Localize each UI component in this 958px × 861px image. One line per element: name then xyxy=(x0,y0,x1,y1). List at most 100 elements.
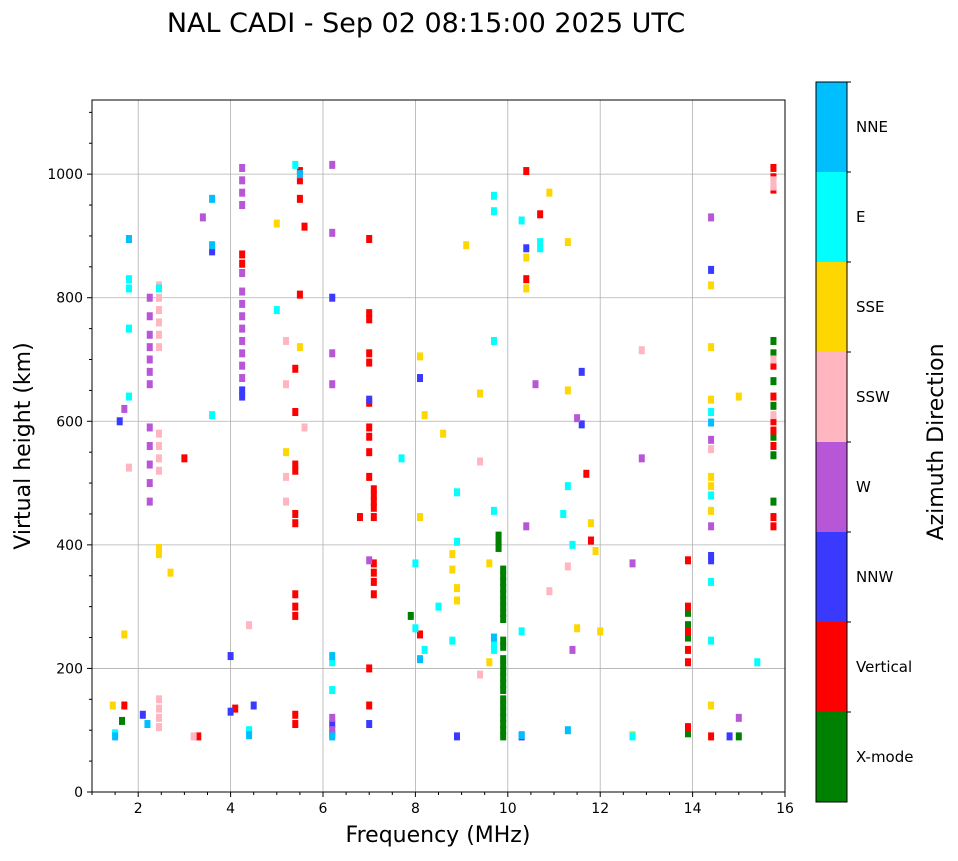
echo-point xyxy=(490,336,497,345)
echo-point xyxy=(125,324,132,333)
echo-point xyxy=(684,608,691,617)
echo-point xyxy=(125,275,132,284)
echo-point xyxy=(296,194,303,203)
echo-point xyxy=(366,235,373,244)
echo-point xyxy=(155,723,162,732)
echo-point xyxy=(523,244,530,253)
echo-point xyxy=(292,364,299,373)
echo-point xyxy=(417,655,424,664)
echo-point xyxy=(412,624,419,633)
colorbar-label: Azimuth Direction xyxy=(924,343,949,540)
echo-point xyxy=(770,182,777,191)
echo-point xyxy=(329,349,336,358)
echo-point xyxy=(112,732,119,741)
echo-point xyxy=(283,336,290,345)
echo-point xyxy=(495,537,502,546)
echo-point xyxy=(155,704,162,713)
echo-point xyxy=(500,642,507,651)
echo-point xyxy=(421,645,428,654)
echo-point xyxy=(190,732,197,741)
echo-point xyxy=(356,513,363,522)
echo-point xyxy=(629,559,636,568)
colorbar-segment xyxy=(816,172,847,262)
echo-point xyxy=(500,707,507,716)
echo-point xyxy=(155,293,162,302)
echo-point xyxy=(770,355,777,364)
echo-point xyxy=(125,392,132,401)
echo-point xyxy=(569,645,576,654)
echo-point xyxy=(684,729,691,738)
echo-point xyxy=(708,482,715,491)
echo-point xyxy=(292,160,299,169)
x-tick-label: 6 xyxy=(319,801,328,817)
echo-point xyxy=(239,374,246,383)
echo-point xyxy=(500,596,507,605)
echo-point xyxy=(370,559,377,568)
echo-point xyxy=(735,713,742,722)
echo-point xyxy=(500,602,507,611)
x-tick-label: 8 xyxy=(411,801,420,817)
echo-point xyxy=(500,720,507,729)
echo-point xyxy=(209,241,216,250)
echo-point xyxy=(366,701,373,710)
echo-point xyxy=(500,686,507,695)
echo-point xyxy=(453,584,460,593)
x-tick-label: 16 xyxy=(776,801,794,817)
colorbar-frame xyxy=(815,81,848,803)
echo-point xyxy=(146,380,153,389)
colorbar-segment xyxy=(816,712,847,802)
x-tick-label: 4 xyxy=(226,801,235,817)
echo-point xyxy=(770,349,777,358)
y-tick-label: 600 xyxy=(56,414,83,430)
plot-area xyxy=(91,99,786,793)
echo-point xyxy=(453,732,460,741)
echo-point xyxy=(500,701,507,710)
echo-point xyxy=(574,414,581,423)
colorbar: X-mode Vertical NNW W SSW SSE E NNE xyxy=(816,81,913,802)
echo-point xyxy=(684,627,691,636)
echo-point xyxy=(155,284,162,293)
echo-point xyxy=(146,355,153,364)
colorbar-category-label: NNE xyxy=(856,118,888,136)
echo-point xyxy=(726,732,733,741)
echo-point xyxy=(770,426,777,435)
echo-point xyxy=(523,522,530,531)
echo-point xyxy=(239,349,246,358)
echo-point xyxy=(292,720,299,729)
echo-point xyxy=(366,664,373,673)
echo-point xyxy=(638,346,645,355)
colorbar-segment xyxy=(816,532,847,622)
echo-point xyxy=(684,658,691,667)
echo-point xyxy=(490,207,497,216)
echo-point xyxy=(421,411,428,420)
echo-point xyxy=(578,420,585,429)
echo-point xyxy=(708,472,715,481)
colorbar-category-label: SSW xyxy=(856,388,890,406)
echo-point xyxy=(125,235,132,244)
echo-point xyxy=(283,448,290,457)
y-tick-label: 400 xyxy=(56,538,83,554)
echo-point xyxy=(500,713,507,722)
echo-point xyxy=(708,343,715,352)
echo-point xyxy=(754,658,761,667)
echo-point xyxy=(490,639,497,648)
echo-point xyxy=(490,645,497,654)
echo-point xyxy=(560,509,567,518)
echo-point xyxy=(477,389,484,398)
echo-point xyxy=(500,584,507,593)
echo-point xyxy=(239,336,246,345)
echo-point xyxy=(239,386,246,395)
y-tick-label: 200 xyxy=(56,661,83,677)
echo-point xyxy=(283,380,290,389)
echo-point xyxy=(370,485,377,494)
echo-point xyxy=(523,284,530,293)
echo-point xyxy=(232,704,239,713)
echo-point xyxy=(708,435,715,444)
colorbar-segment xyxy=(816,352,847,442)
echo-point xyxy=(296,290,303,299)
echo-point xyxy=(370,503,377,512)
echo-point xyxy=(329,658,336,667)
echo-point xyxy=(370,513,377,522)
echo-point xyxy=(239,299,246,308)
echo-point xyxy=(537,244,544,253)
